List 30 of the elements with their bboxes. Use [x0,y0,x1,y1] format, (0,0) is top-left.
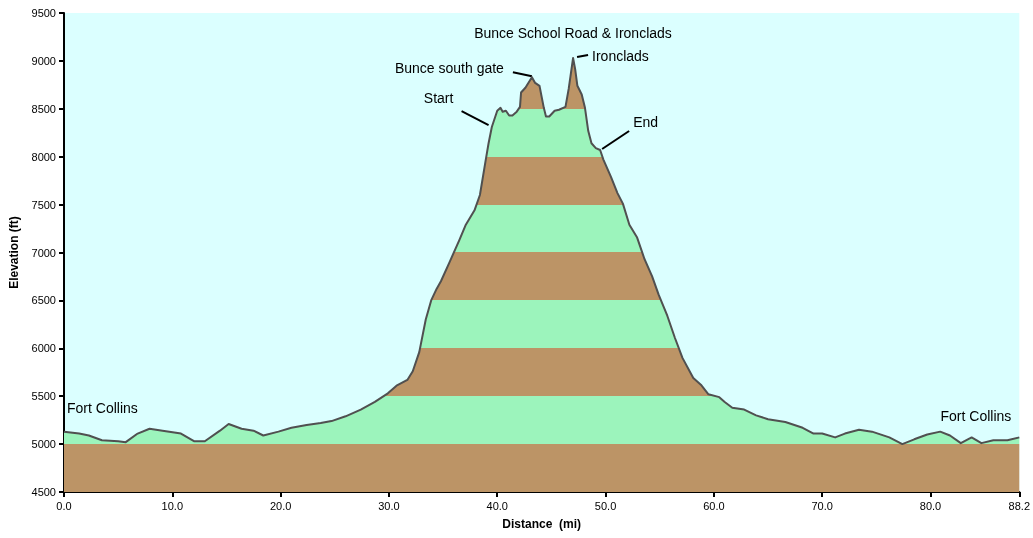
text: Bunce School Road & Ironclads [474,25,672,41]
annotation: Fort Collins [940,408,1012,425]
y-tick-label: 5500 [31,390,56,403]
x-tick-label: 0.0 [56,499,72,512]
y-tick-label: 7500 [31,198,56,211]
x-axis-title: Distance (mi) [502,517,581,531]
x-tick-label: 50.0 [594,499,617,512]
y-tick-label: 4500 [31,486,56,498]
x-tick-label: 40.0 [486,499,508,512]
y-axis-title: Elevation (ft) [7,216,21,289]
y-tick-label: 9500 [31,7,56,19]
x-tick-label: 20.0 [269,499,292,512]
annotation: Bunce south gate [394,60,505,77]
annotation: End [633,113,659,130]
y-tick-label: 8500 [31,102,56,115]
y-tick-label: 5000 [31,438,56,451]
x-tick-label: 10.0 [161,499,184,512]
y-tick-label: 6000 [31,342,56,355]
x-tick-label: 88.2 [1008,499,1031,512]
y-tick-label: 7000 [31,246,56,259]
x-tick-label: 70.0 [811,499,833,512]
x-tick-label: 60.0 [703,499,725,512]
x-tick-label: 80.0 [919,499,942,512]
annotation: Fort Collins [67,399,138,416]
y-tick-label: 9000 [31,54,56,67]
x-tick-label: 30.0 [378,499,400,512]
y-tick-label: 6500 [31,294,56,307]
y-tick-label: 8000 [31,150,56,163]
annotation: Ironclads [592,48,649,65]
annotation: Start [423,90,454,107]
